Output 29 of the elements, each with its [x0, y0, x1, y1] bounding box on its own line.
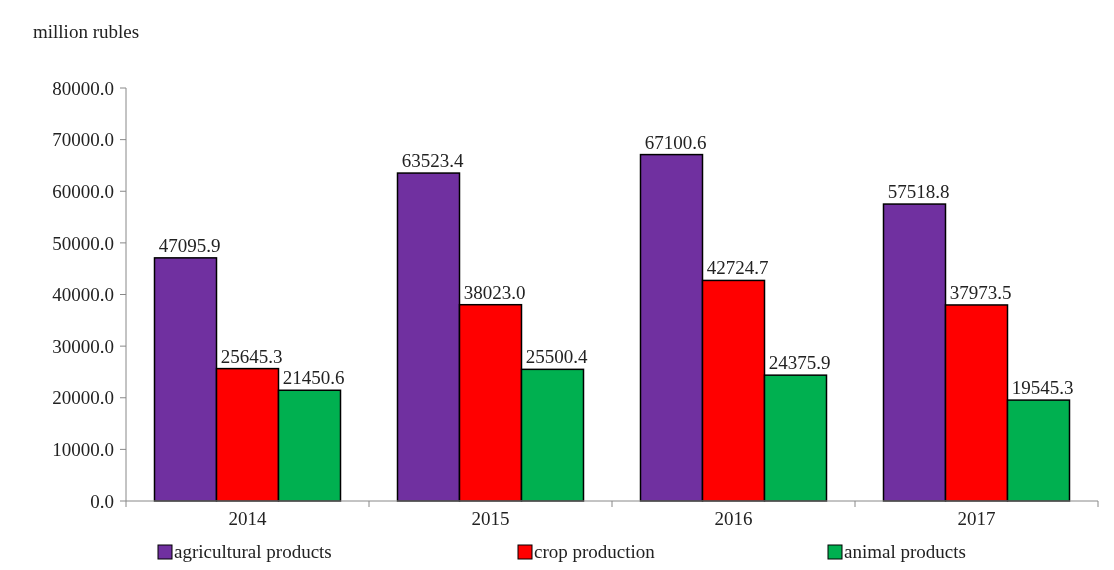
legend-label: agricultural products: [174, 541, 332, 562]
x-tick-label: 2015: [471, 508, 510, 529]
y-tick-label: 30000.0: [52, 335, 114, 357]
data-label: 19545.3: [1011, 377, 1074, 399]
data-label: 57518.8: [887, 181, 950, 203]
legend-label: crop production: [534, 541, 656, 562]
data-label: 67100.6: [644, 131, 707, 153]
data-label: 38023.0: [463, 281, 526, 303]
data-label: 37973.5: [949, 281, 1012, 303]
y-axis-title: million rubles: [33, 21, 140, 42]
data-label: 24375.9: [768, 352, 831, 374]
y-tick-label: 40000.0: [52, 284, 114, 306]
y-tick-label: 70000.0: [52, 129, 114, 151]
data-label: 42724.7: [706, 257, 769, 279]
data-label: 25500.4: [525, 346, 588, 368]
x-tick-label: 2017: [957, 508, 996, 529]
data-label: 63523.4: [401, 150, 464, 172]
data-label: 47095.9: [158, 234, 221, 256]
y-tick-label: 60000.0: [52, 180, 114, 202]
x-tick-label: 2014: [228, 508, 267, 529]
y-tick-label: 0.0: [90, 490, 114, 512]
data-label: 21450.6: [282, 367, 345, 389]
y-tick-label: 80000.0: [52, 77, 114, 99]
legend-label: animal products: [844, 541, 966, 562]
y-tick-label: 10000.0: [52, 439, 114, 461]
y-tick-label: 20000.0: [52, 387, 114, 409]
x-tick-label: 2016: [714, 508, 753, 529]
data-label: 25645.3: [220, 345, 283, 367]
y-tick-label: 50000.0: [52, 232, 114, 254]
